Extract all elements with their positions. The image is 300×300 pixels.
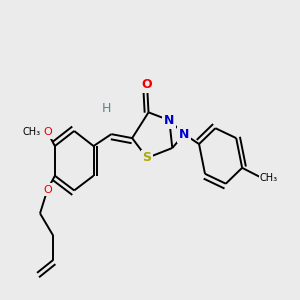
Text: CH₃: CH₃: [22, 127, 40, 137]
Text: H: H: [102, 102, 112, 115]
Text: O: O: [43, 184, 52, 195]
Text: CH₃: CH₃: [260, 173, 278, 183]
Text: O: O: [142, 78, 152, 91]
Text: N: N: [164, 114, 175, 127]
Text: O: O: [43, 127, 52, 137]
Text: N: N: [179, 128, 189, 141]
Text: S: S: [142, 152, 152, 164]
